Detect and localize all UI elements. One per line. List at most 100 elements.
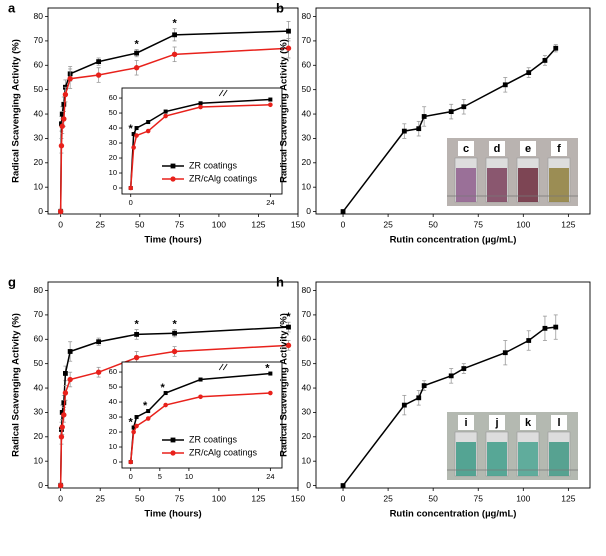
marker (57, 482, 64, 489)
marker (146, 409, 151, 414)
annotation: * (128, 416, 133, 428)
x-tick-label: 100 (212, 493, 226, 503)
y-tick-label: 80 (302, 11, 312, 21)
y-tick-label: 70 (302, 35, 312, 45)
marker (163, 109, 168, 114)
vial-liquid (518, 168, 538, 202)
y-tick-label: 40 (34, 382, 44, 392)
y-tick-label: 80 (34, 285, 44, 295)
y-tick-label: 50 (109, 108, 117, 117)
y-tick-label: 20 (109, 427, 117, 436)
marker (286, 324, 291, 330)
y-tick-label: 40 (109, 123, 117, 132)
marker (198, 101, 203, 106)
y-tick-label: 30 (302, 407, 312, 417)
marker (145, 128, 151, 134)
annotation: * (143, 400, 148, 412)
plot-frame (315, 7, 591, 215)
photo-label: d (494, 143, 501, 155)
y-tick-label: 50 (302, 358, 312, 368)
marker (502, 82, 508, 88)
marker (95, 369, 102, 375)
label-box (458, 415, 474, 430)
marker (58, 143, 65, 149)
marker (198, 377, 203, 382)
marker (63, 371, 68, 376)
y-tick-label: 0 (306, 206, 311, 216)
marker (401, 128, 407, 134)
marker (131, 145, 136, 150)
y-tick-label: 10 (109, 442, 117, 451)
y-tick-label: 20 (302, 157, 312, 167)
marker (542, 58, 548, 63)
photo-label: k (525, 417, 532, 429)
legend-label: ZR coatings (189, 434, 238, 444)
marker (401, 402, 407, 408)
x-tick-label: 75 (175, 219, 185, 229)
photo-label: e (525, 143, 531, 155)
marker (61, 116, 67, 122)
marker (198, 104, 203, 110)
y-tick-label: 70 (34, 35, 44, 45)
x-tick-label: 125 (561, 493, 575, 503)
y-tick-label: 0 (113, 457, 117, 466)
marker (553, 45, 559, 51)
marker (57, 208, 64, 215)
y-tick-label: 10 (34, 455, 44, 465)
legend-marker (170, 176, 176, 182)
panel-label: h (276, 274, 284, 289)
x-tick-label: 100 (212, 219, 226, 229)
x-tick-label: 50 (428, 493, 438, 503)
photo-label: i (464, 417, 467, 429)
series-line (342, 47, 557, 213)
y-tick-label: 30 (34, 407, 44, 417)
x-axis-label: Time (hours) (144, 509, 201, 520)
legend-label: ZR coatings (189, 160, 238, 170)
plot-frame (47, 7, 299, 215)
x-tick-label: 25 (383, 219, 393, 229)
annotation: * (134, 318, 139, 330)
y-tick-label: 40 (34, 108, 44, 118)
y-tick-label: 0 (38, 206, 43, 216)
x-axis-label: Time (hours) (144, 235, 201, 246)
marker (172, 32, 177, 38)
marker (67, 349, 73, 354)
y-tick-label: 80 (302, 285, 312, 295)
marker (198, 394, 203, 400)
annotation: * (160, 382, 165, 394)
x-tick-label: 25 (95, 219, 105, 229)
y-tick-label: 0 (306, 480, 311, 490)
y-tick-label: 50 (302, 84, 312, 94)
label-box (551, 415, 567, 430)
legend-label: ZR/cAlg coatings (189, 447, 258, 457)
x-tick-label: 0 (129, 198, 133, 207)
marker (134, 423, 139, 429)
marker (134, 332, 140, 337)
y-tick-label: 20 (109, 153, 117, 162)
marker (146, 120, 151, 125)
marker (448, 109, 454, 115)
y-tick-label: 80 (34, 11, 44, 21)
vial-liquid (456, 168, 476, 202)
axis-break (218, 363, 224, 371)
x-tick-label: 125 (251, 219, 265, 229)
y-tick-label: 40 (109, 397, 117, 406)
marker (59, 111, 65, 117)
marker (163, 402, 168, 408)
x-tick-label: 50 (135, 219, 145, 229)
x-tick-label: 0 (58, 219, 63, 229)
marker (502, 350, 508, 356)
photo-label: l (557, 417, 560, 429)
x-tick-label: 25 (383, 493, 393, 503)
y-tick-label: 10 (34, 181, 44, 191)
y-tick-label: 30 (34, 133, 44, 143)
vial-liquid (518, 442, 538, 476)
series-line (342, 326, 556, 487)
marker (128, 185, 134, 191)
label-box (489, 415, 505, 430)
marker (131, 425, 136, 430)
y-tick-label: 70 (302, 309, 312, 319)
vial-liquid (549, 442, 569, 476)
x-tick-label: 50 (135, 493, 145, 503)
